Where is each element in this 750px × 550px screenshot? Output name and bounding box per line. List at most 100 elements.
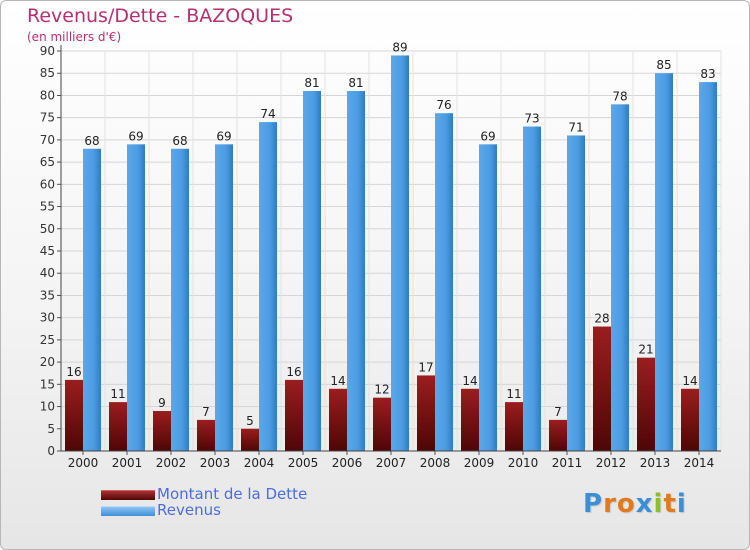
x-tick-label: 2005 [288, 456, 319, 470]
legend-label-revenus: Revenus [157, 501, 221, 519]
y-tick-label: 15 [40, 377, 55, 391]
data-label-debt: 11 [506, 387, 521, 401]
y-tick-label: 35 [40, 288, 55, 302]
x-tick-label: 2012 [596, 456, 627, 470]
data-label-revenus: 83 [700, 67, 715, 81]
data-label-revenus: 89 [392, 40, 407, 54]
data-label-debt: 17 [418, 360, 433, 374]
bar-debt [461, 388, 479, 451]
bar-debt [549, 419, 567, 451]
bar-revenus [699, 82, 717, 451]
data-label-revenus: 81 [304, 76, 319, 90]
data-label-revenus: 68 [172, 134, 187, 148]
y-tick-label: 0 [47, 444, 55, 458]
bar-debt [593, 326, 611, 451]
y-tick-label: 65 [40, 155, 55, 169]
y-tick-label: 30 [40, 311, 55, 325]
bar-revenus [479, 144, 497, 452]
bar-debt [109, 402, 127, 451]
y-tick-label: 80 [40, 88, 55, 102]
data-label-revenus: 76 [436, 98, 451, 112]
bar-debt [197, 419, 215, 451]
data-label-revenus: 69 [480, 129, 495, 143]
y-tick-label: 20 [40, 355, 55, 369]
chart-subtitle: (en milliers d'€) [27, 30, 122, 44]
bar-revenus [391, 55, 409, 451]
bar-revenus [523, 126, 541, 452]
data-label-revenus: 78 [612, 89, 627, 103]
x-tick-label: 2003 [200, 456, 231, 470]
data-label-debt: 16 [286, 365, 301, 379]
data-label-debt: 28 [594, 312, 609, 326]
x-tick-label: 2009 [464, 456, 495, 470]
data-label-debt: 14 [682, 374, 697, 388]
data-label-revenus: 71 [568, 120, 583, 134]
data-label-debt: 7 [202, 405, 210, 419]
x-tick-label: 2000 [68, 456, 99, 470]
data-label-debt: 16 [66, 365, 81, 379]
logo-letter: r [603, 489, 617, 519]
bar-revenus [171, 148, 189, 451]
y-tick-label: 5 [47, 422, 55, 436]
data-label-debt: 21 [638, 343, 653, 357]
data-label-revenus: 69 [128, 129, 143, 143]
axes: 0510152025303540455055606570758085902000… [40, 44, 721, 470]
data-label-debt: 11 [110, 387, 125, 401]
bar-revenus [83, 148, 101, 451]
legend: Montant de la Dette Revenus [101, 485, 401, 519]
legend-label-debt: Montant de la Dette [157, 485, 308, 503]
bar-debt [637, 357, 655, 451]
bar-revenus [347, 91, 365, 451]
data-label-revenus: 74 [260, 107, 275, 121]
legend-swatch-debt [101, 490, 155, 500]
bar-debt [681, 388, 699, 451]
bar-revenus [567, 135, 585, 451]
bar-debt [329, 388, 347, 451]
bars [65, 55, 717, 452]
x-tick-label: 2004 [244, 456, 275, 470]
data-label-debt: 7 [554, 405, 562, 419]
bar-revenus [611, 104, 629, 451]
logo-letter: P [583, 489, 604, 519]
logo-letter: i [653, 489, 664, 519]
bar-revenus [259, 122, 277, 451]
bar-debt [373, 397, 391, 451]
bar-revenus [435, 113, 453, 451]
data-label-debt: 14 [462, 374, 477, 388]
x-tick-label: 2007 [376, 456, 407, 470]
data-label-revenus: 69 [216, 129, 231, 143]
data-labels: 16 68 11 69 9 68 7 69 5 74 16 81 14 81 12 89 17 76 14 69 11 7… [66, 40, 715, 427]
logo-letter: t [663, 489, 677, 519]
y-tick-label: 70 [40, 133, 55, 147]
data-label-debt: 14 [330, 374, 345, 388]
y-tick-label: 60 [40, 177, 55, 191]
y-tick-label: 75 [40, 111, 55, 125]
y-tick-label: 10 [40, 400, 55, 414]
bar-debt [417, 375, 435, 451]
y-tick-label: 90 [40, 44, 55, 58]
data-label-revenus: 85 [656, 58, 671, 72]
y-tick-label: 85 [40, 66, 55, 80]
data-label-debt: 12 [374, 383, 389, 397]
logo-letter: x [635, 489, 654, 519]
y-tick-label: 45 [40, 244, 55, 258]
logo-letter: o [616, 489, 636, 519]
data-label-revenus: 73 [524, 112, 539, 126]
x-tick-label: 2006 [332, 456, 363, 470]
x-tick-label: 2014 [684, 456, 715, 470]
data-label-debt: 5 [246, 414, 254, 428]
bar-revenus [215, 144, 233, 452]
bar-debt [505, 402, 523, 451]
data-label-revenus: 81 [348, 76, 363, 90]
chart-title: Revenus/Dette - BAZOQUES [27, 5, 294, 27]
y-tick-label: 55 [40, 200, 55, 214]
data-label-debt: 9 [158, 396, 166, 410]
x-tick-label: 2008 [420, 456, 451, 470]
proxiti-logo: Proxiti [583, 489, 687, 519]
x-tick-label: 2001 [112, 456, 143, 470]
bar-revenus [303, 91, 321, 451]
legend-item-revenus: Revenus [101, 501, 401, 519]
x-tick-label: 2011 [552, 456, 583, 470]
